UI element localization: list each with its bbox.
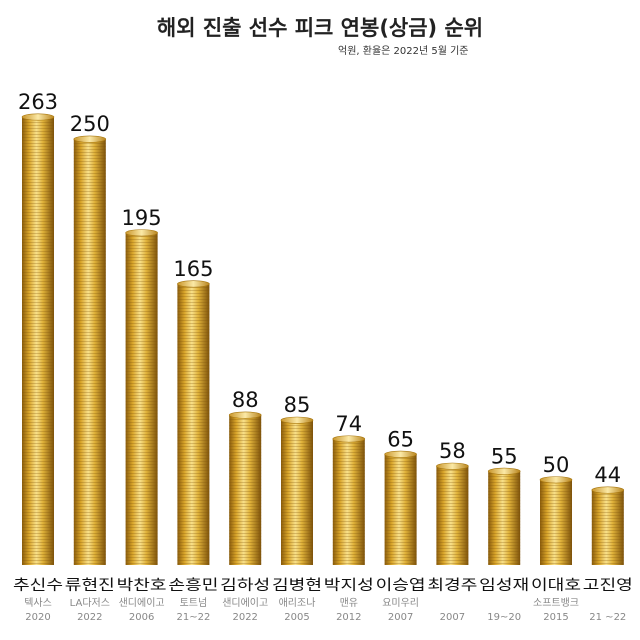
year-label-5: 2022 <box>232 612 257 623</box>
category-label-4: 손흥민 <box>168 576 218 594</box>
bar-top-4 <box>177 280 210 288</box>
team-label-11: 소프트뱅크 <box>533 597 579 609</box>
bar-top-9 <box>436 462 469 470</box>
value-label-2: 250 <box>70 112 110 136</box>
value-label-4: 165 <box>173 257 213 281</box>
value-label-5: 88 <box>232 388 259 412</box>
category-label-9: 최경주 <box>427 577 477 594</box>
bar-top-6 <box>280 416 314 424</box>
bar-texture-12 <box>591 490 624 565</box>
bar-top-3 <box>125 229 158 237</box>
category-label-8: 이승엽 <box>376 577 426 594</box>
bar-texture-9 <box>436 466 469 565</box>
team-label-1: 텍사스 <box>24 597 52 609</box>
value-label-3: 195 <box>122 206 162 230</box>
value-label-10: 55 <box>491 444 518 468</box>
year-label-3: 2006 <box>129 612 154 623</box>
year-label-12: 21 ~22 <box>589 612 626 623</box>
bar-top-10 <box>487 467 521 475</box>
value-label-7: 74 <box>335 412 362 436</box>
bar-top-11 <box>539 476 573 484</box>
team-label-2: LA다저스 <box>70 597 110 609</box>
category-label-6: 김병현 <box>272 577 322 594</box>
value-label-6: 85 <box>284 393 311 417</box>
bar-texture-10 <box>488 471 521 565</box>
team-label-3: 샌디에이고 <box>119 597 165 609</box>
year-label-11: 2015 <box>543 612 568 623</box>
year-label-10: 19~20 <box>487 612 521 623</box>
team-label-8: 요미우리 <box>382 597 419 609</box>
value-label-9: 58 <box>439 439 466 463</box>
bar-texture-3 <box>125 232 158 565</box>
bar-top-5 <box>228 411 262 419</box>
category-label-2: 류현진 <box>65 577 115 594</box>
year-label-8: 2007 <box>388 612 413 623</box>
team-label-7: 맨유 <box>340 597 358 609</box>
bar-texture-4 <box>177 283 210 565</box>
category-label-10: 임성재 <box>479 577 529 594</box>
bar-top-7 <box>332 435 366 443</box>
team-label-5: 샌디에이고 <box>222 597 268 609</box>
value-label-11: 50 <box>543 453 570 477</box>
bar-texture-5 <box>229 415 262 565</box>
category-label-7: 박지성 <box>324 577 374 594</box>
value-label-1: 263 <box>18 90 58 114</box>
bar-texture-6 <box>281 420 313 565</box>
bar-texture-11 <box>540 479 572 565</box>
category-label-5: 김하성 <box>220 577 270 594</box>
bar-top-8 <box>384 450 417 458</box>
category-label-12: 고진영 <box>583 577 633 594</box>
chart-subtitle: 억원, 환율은 2022년 5월 기준 <box>338 46 469 57</box>
category-label-1: 추신수 <box>13 577 63 594</box>
year-label-1: 2020 <box>25 612 50 623</box>
year-label-9: 2007 <box>440 612 465 623</box>
bar-top-12 <box>591 486 625 494</box>
bar-top-2 <box>73 135 107 143</box>
bar-texture-8 <box>384 454 417 565</box>
year-label-7: 2012 <box>336 612 361 623</box>
year-label-6: 2005 <box>284 612 309 623</box>
chart-title: 해외 진출 선수 피크 연봉(상금) 순위 <box>156 16 484 40</box>
category-label-11: 이대호 <box>531 577 581 594</box>
bar-texture-7 <box>332 438 365 565</box>
value-label-8: 65 <box>387 427 414 451</box>
bar-top-1 <box>21 113 55 121</box>
year-label-4: 21~22 <box>176 612 210 623</box>
team-label-6: 애리조나 <box>279 597 316 609</box>
bar-texture-2 <box>73 139 106 566</box>
bar-texture-1 <box>22 117 54 565</box>
value-label-12: 44 <box>594 463 621 487</box>
year-label-2: 2022 <box>77 612 102 623</box>
team-label-4: 토트넘 <box>180 597 208 609</box>
category-label-3: 박찬호 <box>117 577 167 594</box>
